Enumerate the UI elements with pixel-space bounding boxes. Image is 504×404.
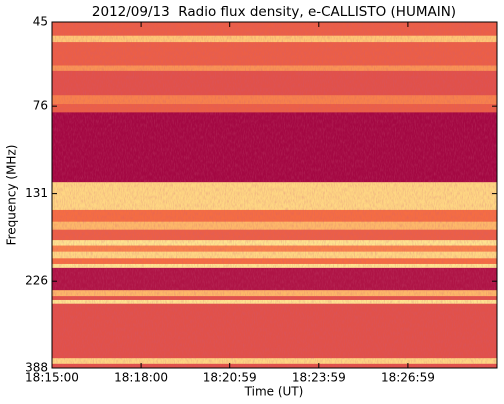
y-tick-label: 226 bbox=[25, 274, 48, 288]
plot-frame bbox=[51, 21, 498, 369]
y-tick-label: 45 bbox=[33, 15, 48, 29]
y-axis-label: Frequency (MHz) bbox=[5, 145, 19, 246]
y-tick-label: 388 bbox=[25, 361, 48, 375]
y-tick-label: 131 bbox=[25, 186, 48, 200]
x-axis-label: Time (UT) bbox=[244, 385, 304, 399]
x-tick-label: 18:20:59 bbox=[203, 371, 257, 385]
x-tick-label: 18:23:59 bbox=[292, 371, 346, 385]
plot-area bbox=[52, 22, 497, 369]
texture-overlay bbox=[52, 22, 497, 368]
x-tick-label: 18:26:59 bbox=[381, 371, 435, 385]
y-tick-label: 76 bbox=[33, 99, 48, 113]
x-tick-label: 18:15:00 bbox=[25, 371, 79, 385]
x-tick-label: 18:18:00 bbox=[114, 371, 168, 385]
chart-title: 2012/09/13 Radio flux density, e-CALLIST… bbox=[92, 4, 456, 20]
